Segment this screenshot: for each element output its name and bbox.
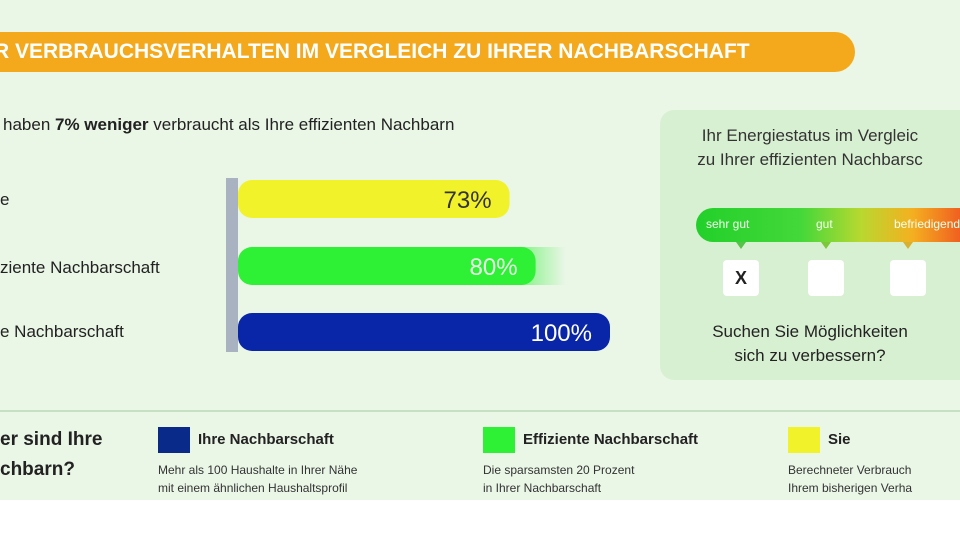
bar-efficient-value-label: 80% (470, 254, 518, 281)
legend-swatch-you (788, 427, 820, 453)
bar-neighborhood-value-label: 100% (531, 320, 592, 347)
bar-you-value-label: 73% (444, 187, 492, 214)
comparison-bar-chart: 73% 80% 100% (226, 178, 610, 352)
summary-suffix: verbraucht als Ihre effizienten Nachbarn (148, 115, 455, 134)
legend-title-efficient: Effiziente Nachbarschaft (523, 431, 699, 448)
legend-desc-neighborhood-line2: mit einem ähnlichen Haushaltsprofil (158, 481, 348, 495)
checkbox-very-good[interactable]: X (723, 260, 759, 296)
status-title: Ihr Energiestatus im Vergleic zu Ihrer e… (660, 124, 960, 172)
legend-desc-you: Berechneter Verbrauch Ihrem bisherigen V… (788, 461, 912, 497)
energy-status-box: Ihr Energiestatus im Vergleic zu Ihrer e… (660, 110, 960, 380)
legend-desc-neighborhood-line1: Mehr als 100 Haushalte in Ihrer Nähe (158, 463, 358, 477)
bar-neighborhood (238, 313, 610, 351)
banner-title: R VERBRAUCHSVERHALTEN IM VERGLEICH ZU IH… (0, 40, 750, 63)
status-title-line1: Ihr Energiestatus im Vergleic (701, 126, 919, 145)
header-banner: R VERBRAUCHSVERHALTEN IM VERGLEICH ZU IH… (0, 32, 855, 72)
bar-you (238, 180, 510, 218)
section-divider (0, 410, 960, 412)
checkbox-satisfactory[interactable] (890, 260, 926, 296)
legend-question: er sind Ihre chbarn? (0, 425, 102, 485)
legend-question-line2: chbarn? (0, 459, 75, 480)
pointer-satisfactory (903, 242, 913, 249)
bar-label-efficient: ziente Nachbarschaft (0, 258, 160, 277)
checkbox-good[interactable] (808, 260, 844, 296)
summary-text: haben 7% weniger verbraucht als Ihre eff… (3, 115, 454, 135)
legend-desc-efficient-line2: in Ihrer Nachbarschaft (483, 481, 602, 495)
pointer-very-good (736, 242, 746, 249)
legend-title-neighborhood: Ihre Nachbarschaft (198, 431, 334, 448)
scale-label-very-good: sehr gut (706, 217, 750, 231)
summary-highlight: 7% weniger (55, 115, 149, 134)
status-question-line2: sich zu verbessern? (734, 346, 886, 365)
legend-desc-efficient-line1: Die sparsamsten 20 Prozent (483, 463, 635, 477)
summary-prefix: haben (3, 115, 55, 134)
pointer-good (821, 242, 831, 249)
scale-label-satisfactory: befriedigend (894, 217, 960, 231)
scale-label-good: gut (816, 217, 833, 231)
status-question-line1: Suchen Sie Möglichkeiten (712, 322, 908, 341)
legend-desc-you-line1: Berechneter Verbrauch (788, 463, 912, 477)
legend-title-you: Sie (828, 431, 851, 448)
legend-question-line1: er sind Ihre (0, 429, 103, 450)
chart-axis-bar (226, 178, 238, 352)
status-scale: sehr gut gut befriedigend (696, 208, 960, 242)
legend-desc-you-line2: Ihrem bisherigen Verha (788, 481, 913, 495)
bar-label-neighborhood: e Nachbarschaft (0, 322, 124, 341)
status-question: Suchen Sie Möglichkeiten sich zu verbess… (660, 320, 960, 368)
legend-desc-neighborhood: Mehr als 100 Haushalte in Ihrer Nähe mit… (158, 461, 357, 497)
legend-swatch-efficient (483, 427, 515, 453)
legend-swatch-neighborhood (158, 427, 190, 453)
legend-desc-efficient: Die sparsamsten 20 Prozent in Ihrer Nach… (483, 461, 634, 497)
bar-label-you: e (0, 190, 10, 209)
bar-efficient (238, 247, 536, 285)
status-title-line2: zu Ihrer effizienten Nachbarsc (697, 150, 923, 169)
